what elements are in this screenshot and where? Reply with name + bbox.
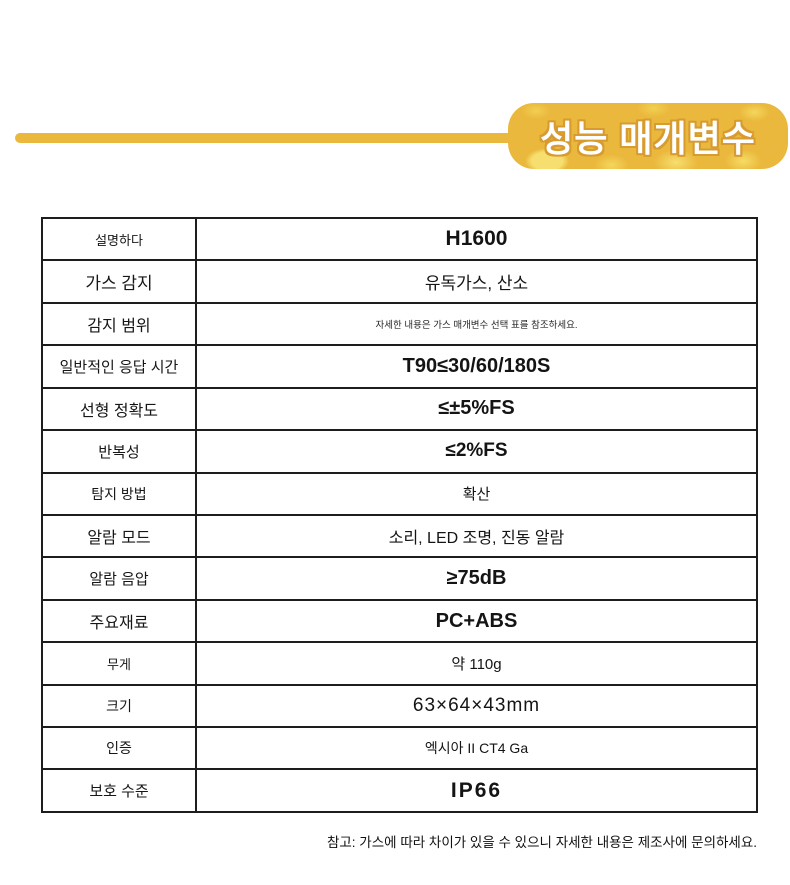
footnote: 참고: 가스에 따라 차이가 있을 수 있으니 자세한 내용은 제조사에 문의하… [326,835,757,850]
spec-label: 보호 수준 [43,770,197,811]
section-title: 성능 매개변수 [540,118,756,159]
table-row: 알람 음압 ≥75dB [43,558,756,601]
spec-label: 주요재료 [43,600,197,642]
table-row: 가스 감지 유독가스, 산소 [43,261,756,304]
spec-value: 엑시아 II CT4 Ga [424,740,529,757]
spec-label: 크기 [43,685,197,727]
spec-value: H1600 [445,227,508,251]
table-row: 알람 모드 소리, LED 조명, 진동 알람 [43,515,756,559]
spec-value: PC+ABS [435,609,518,632]
spec-label: 반복성 [43,431,197,472]
spec-label: 인증 [43,728,197,769]
spec-label: 설명하다 [43,219,197,260]
section-banner: 성능 매개변수 [508,103,788,169]
spec-value: 자세한 내용은 가스 매개변수 선택 표를 참조하세요. [375,320,578,332]
table-row: 크기 63×64×43mm [43,685,756,729]
table-row: 일반적인 응답 시간 T90≤30/60/180S [43,346,756,389]
table-row: 감지 범위 자세한 내용은 가스 매개변수 선택 표를 참조하세요. [43,303,756,347]
table-row: 탐지 방법 확산 [43,473,756,516]
table-row: 인증 엑시아 II CT4 Ga [43,728,756,771]
spec-value: 약 110g [451,655,502,673]
spec-value: 소리, LED 조명, 진동 알람 [388,530,565,548]
header-accent-line [15,133,520,143]
table-row: 설명하다 H1600 [43,219,756,262]
table-row: 주요재료 PC+ABS [43,600,756,644]
table-row: 무게 약 110g [43,643,756,686]
spec-value: T90≤30/60/180S [402,354,551,377]
spec-label: 감지 범위 [43,303,197,345]
spec-label: 일반적인 응답 시간 [43,346,197,387]
spec-value: ≤2%FS [445,440,508,462]
table-row: 보호 수준 IP66 [43,770,756,811]
spec-value: 확산 [462,486,491,504]
spec-value: 63×64×43mm [412,694,541,716]
table-row: 반복성 ≤2%FS [43,431,756,474]
spec-label: 선형 정확도 [43,388,197,430]
spec-label: 무게 [43,643,197,684]
table-row: 선형 정확도 ≤±5%FS [43,388,756,432]
spec-value: ≤±5%FS [438,397,515,420]
spec-label: 탐지 방법 [43,473,197,514]
spec-label: 알람 음압 [43,558,197,599]
spec-value: IP66 [450,778,503,802]
spec-label: 가스 감지 [43,261,197,302]
spec-value: 유독가스, 산소 [424,274,529,294]
spec-table: 설명하다 H1600 가스 감지 유독가스, 산소 감지 범위 자세한 내용은 … [41,217,758,813]
spec-value: ≥75dB [446,567,507,590]
spec-label: 알람 모드 [43,515,197,557]
